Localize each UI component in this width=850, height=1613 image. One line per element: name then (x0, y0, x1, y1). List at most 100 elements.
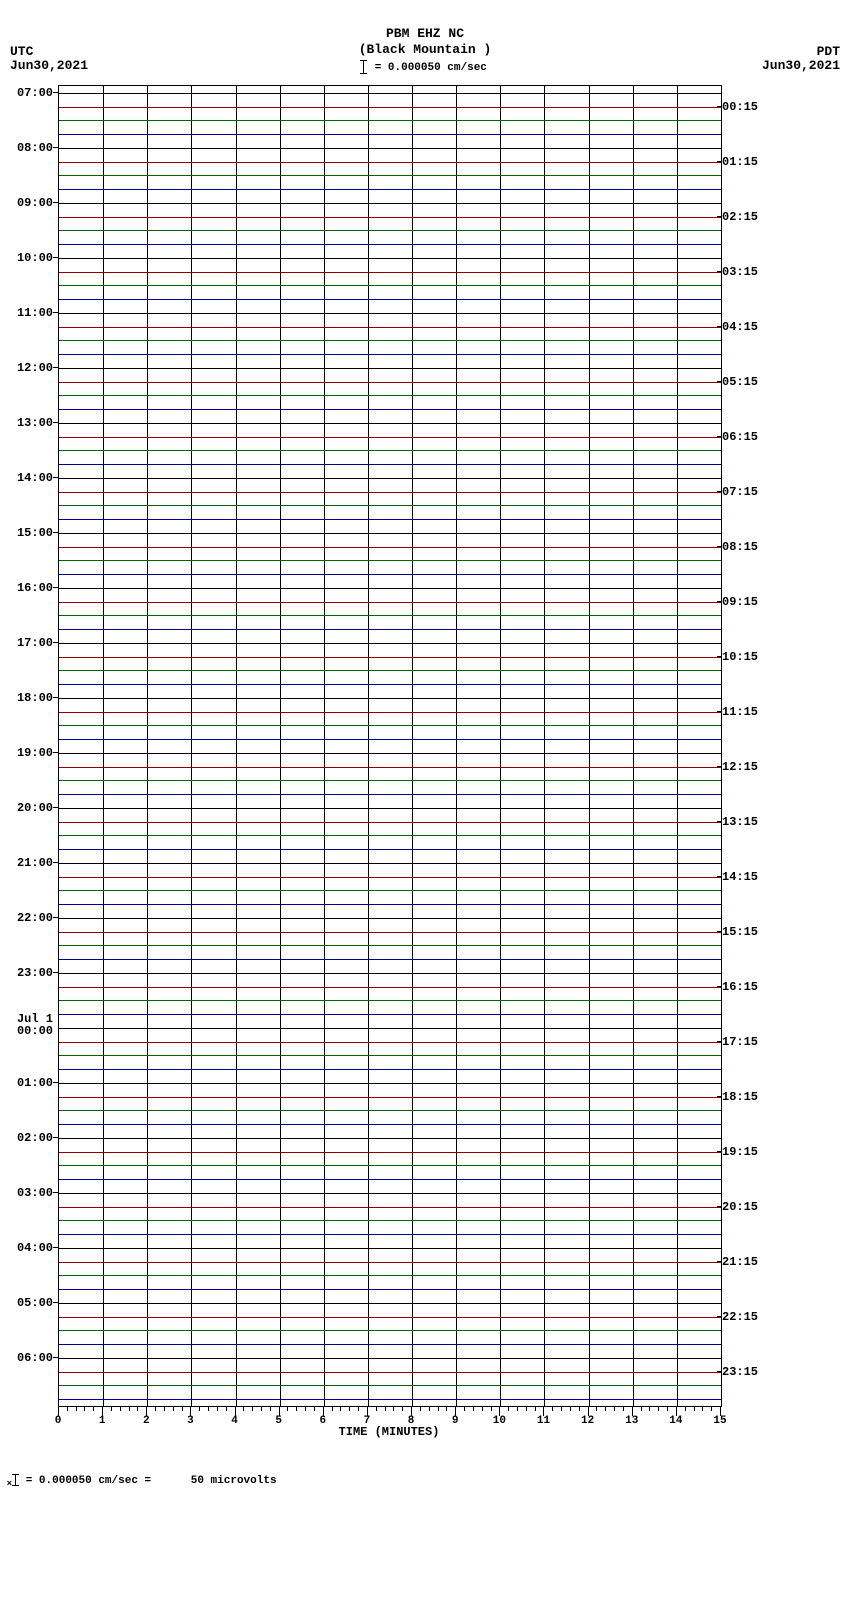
seismic-trace (59, 299, 721, 300)
left-hour-label: 02:00 (0, 1131, 53, 1145)
seismic-trace (59, 1000, 721, 1001)
seismic-trace (59, 767, 721, 768)
x-minor-tick (111, 1406, 112, 1411)
seismic-trace (59, 1165, 721, 1166)
seismic-trace (59, 368, 721, 369)
x-minor-tick (517, 1406, 518, 1411)
left-hour-label: 14:00 (0, 471, 53, 485)
x-minor-tick (641, 1406, 642, 1411)
x-minor-tick (340, 1406, 341, 1411)
right-hour-label: 11:15 (722, 705, 758, 719)
seismic-trace (59, 1303, 721, 1304)
seismogram-canvas: PBM EHZ NC (Black Mountain ) = 0.000050 … (0, 0, 850, 1613)
seismic-trace (59, 877, 721, 878)
x-minor-tick (446, 1406, 447, 1411)
x-minor-tick (605, 1406, 606, 1411)
seismic-trace (59, 1179, 721, 1180)
right-hour-label: 12:15 (722, 760, 758, 774)
seismic-trace (59, 1207, 721, 1208)
vertical-gridline (103, 86, 104, 1406)
right-hour-label: 23:15 (722, 1365, 758, 1379)
x-minor-tick (694, 1406, 695, 1411)
x-tick-label: 1 (99, 1415, 106, 1427)
x-tick-label: 7 (364, 1415, 371, 1427)
left-hour-label: 17:00 (0, 636, 53, 650)
vertical-gridline (544, 86, 545, 1406)
left-hour-label: 03:00 (0, 1186, 53, 1200)
x-minor-tick (155, 1406, 156, 1411)
seismic-trace (59, 1248, 721, 1249)
x-minor-tick (420, 1406, 421, 1411)
seismic-trace (59, 1275, 721, 1276)
seismic-trace (59, 533, 721, 534)
seismic-trace (59, 932, 721, 933)
x-minor-tick (623, 1406, 624, 1411)
seismic-trace (59, 395, 721, 396)
x-minor-tick (658, 1406, 659, 1411)
seismic-trace (59, 464, 721, 465)
footer-right: 50 microvolts (191, 1475, 277, 1487)
x-tick-label: 14 (669, 1415, 682, 1427)
x-minor-tick (667, 1406, 668, 1411)
left-hour-label: 13:00 (0, 416, 53, 430)
scale-text: = 0.000050 cm/sec (375, 62, 487, 74)
left-hour-label: 07:00 (0, 86, 53, 100)
seismogram-plot (58, 85, 722, 1407)
x-minor-tick (243, 1406, 244, 1411)
vertical-gridline (677, 86, 678, 1406)
left-hour-label: 23:00 (0, 966, 53, 980)
seismic-trace (59, 822, 721, 823)
left-hour-label: 01:00 (0, 1076, 53, 1090)
x-minor-tick (173, 1406, 174, 1411)
seismic-trace (59, 1330, 721, 1331)
seismic-trace (59, 244, 721, 245)
seismic-trace (59, 574, 721, 575)
left-hour-label: 04:00 (0, 1241, 53, 1255)
seismic-trace (59, 258, 721, 259)
seismic-trace (59, 313, 721, 314)
seismic-trace (59, 437, 721, 438)
footer-left: = 0.000050 cm/sec = (26, 1475, 151, 1487)
right-hour-label: 07:15 (722, 485, 758, 499)
seismic-trace (59, 505, 721, 506)
seismic-trace (59, 794, 721, 795)
seismic-trace (59, 1138, 721, 1139)
x-tick-label: 11 (537, 1415, 550, 1427)
x-minor-tick (199, 1406, 200, 1411)
x-minor-tick (287, 1406, 288, 1411)
x-tick-label: 9 (452, 1415, 459, 1427)
x-minor-tick (252, 1406, 253, 1411)
seismic-trace (59, 1372, 721, 1373)
vertical-gridline (236, 86, 237, 1406)
right-hour-label: 02:15 (722, 210, 758, 224)
seismic-trace (59, 1385, 721, 1386)
right-hour-label: 10:15 (722, 650, 758, 664)
seismic-trace (59, 863, 721, 864)
seismic-trace (59, 1110, 721, 1111)
seismic-trace (59, 1069, 721, 1070)
seismic-trace (59, 588, 721, 589)
seismic-trace (59, 272, 721, 273)
x-minor-tick (429, 1406, 430, 1411)
x-axis-label: TIME (MINUTES) (58, 1425, 720, 1439)
seismic-trace (59, 519, 721, 520)
seismic-trace (59, 904, 721, 905)
seismic-trace (59, 148, 721, 149)
seismic-trace (59, 230, 721, 231)
x-minor-tick (137, 1406, 138, 1411)
vertical-gridline (280, 86, 281, 1406)
left-hour-label: 16:00 (0, 581, 53, 595)
x-minor-tick (226, 1406, 227, 1411)
seismic-trace (59, 629, 721, 630)
x-tick-label: 3 (187, 1415, 194, 1427)
x-minor-tick (393, 1406, 394, 1411)
right-hour-label: 01:15 (722, 155, 758, 169)
right-hour-label: 15:15 (722, 925, 758, 939)
x-minor-tick (67, 1406, 68, 1411)
x-tick-label: 12 (581, 1415, 594, 1427)
right-hour-label: 00:15 (722, 100, 758, 114)
right-hour-label: 21:15 (722, 1255, 758, 1269)
seismic-trace (59, 120, 721, 121)
right-hour-label: 04:15 (722, 320, 758, 334)
seismic-trace (59, 409, 721, 410)
